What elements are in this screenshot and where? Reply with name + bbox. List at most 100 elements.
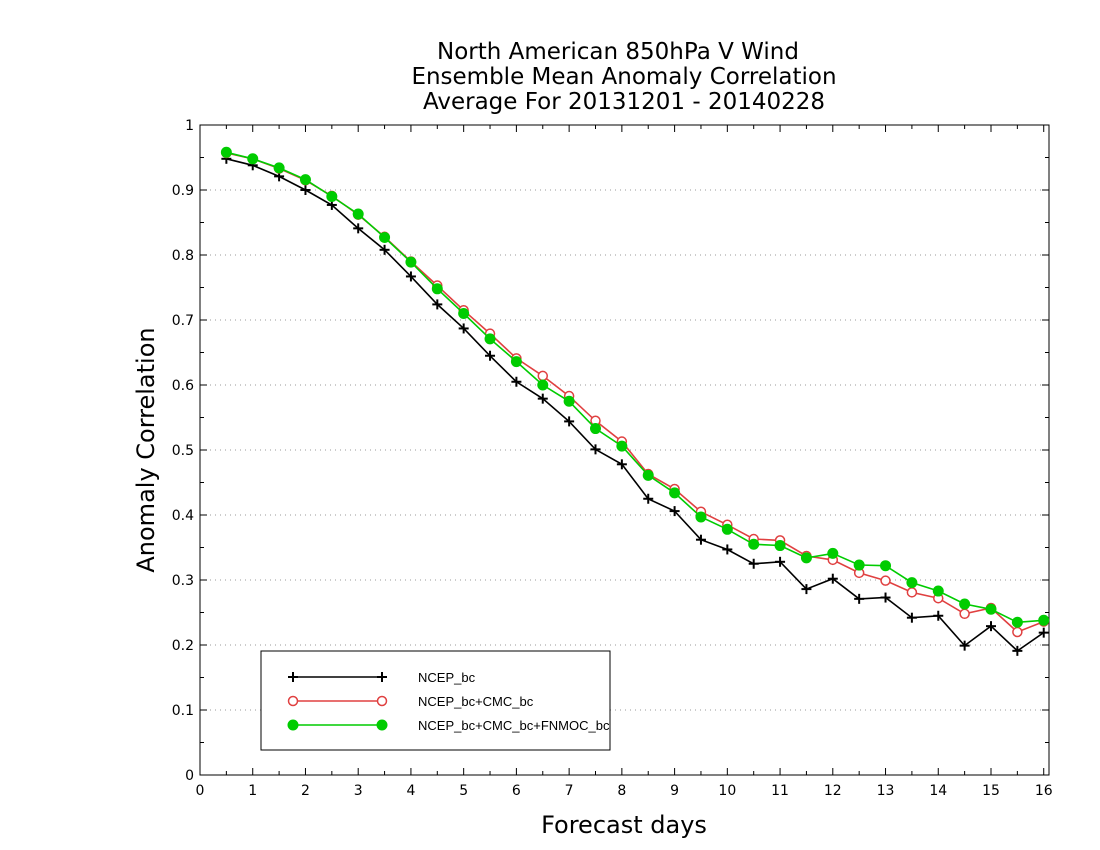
x-tick-label: 14 xyxy=(929,783,947,799)
data-point xyxy=(353,223,364,234)
series-line xyxy=(226,151,1044,624)
x-tick-label: 7 xyxy=(565,783,574,799)
series-2 xyxy=(221,147,1049,638)
data-point xyxy=(695,511,707,523)
data-point xyxy=(748,538,760,550)
legend: NCEP_bc NCEP_bc+CMC_bc NCEP_bc+CMC_bc+FNMO… xyxy=(260,650,611,751)
y-tick-label: 0 xyxy=(185,768,194,784)
data-point xyxy=(775,556,786,567)
legend-marker xyxy=(376,695,388,707)
x-tick-label: 2 xyxy=(301,783,310,799)
data-point xyxy=(643,493,654,504)
title-line-1: North American 850hPa V Wind xyxy=(437,39,799,65)
data-point xyxy=(933,610,944,621)
y-tick-label: 0.3 xyxy=(172,573,194,589)
data-point xyxy=(1012,626,1023,638)
data-point xyxy=(537,370,549,382)
y-tick-label: 0.8 xyxy=(172,248,194,264)
data-point xyxy=(405,271,416,282)
data-point xyxy=(537,379,549,391)
legend-item: NCEP_bc+CMC_bc xyxy=(287,694,534,709)
legend-item: NCEP_bc+CMC_bc+FNMOC_bc xyxy=(287,718,610,733)
data-point xyxy=(959,598,971,610)
y-tick-label: 0.7 xyxy=(172,313,194,329)
x-tick-label: 5 xyxy=(459,783,468,799)
x-tick-label: 4 xyxy=(406,783,415,799)
x-tick-label: 3 xyxy=(354,783,363,799)
legend-marker xyxy=(287,695,299,707)
data-point xyxy=(985,603,997,615)
data-point xyxy=(906,612,917,623)
data-point xyxy=(589,423,601,435)
x-axis-label: Forecast days xyxy=(541,811,707,839)
data-point xyxy=(458,323,469,334)
data-point xyxy=(352,208,364,220)
data-point xyxy=(300,185,311,195)
data-point xyxy=(801,584,812,595)
data-point xyxy=(748,558,759,569)
data-point xyxy=(669,487,681,499)
legend-label: NCEP_bc+CMC_bc+FNMOC_bc xyxy=(418,718,610,733)
data-point xyxy=(484,333,496,345)
data-point xyxy=(273,162,285,174)
data-point xyxy=(985,621,996,632)
data-point xyxy=(1011,616,1023,628)
x-tick-label: 13 xyxy=(877,783,895,799)
chart-title: North American 850hPa V Wind Ensemble Me… xyxy=(411,39,836,115)
data-point xyxy=(721,523,733,535)
data-point xyxy=(220,146,232,158)
x-tick-label: 15 xyxy=(982,783,1000,799)
legend-marker xyxy=(288,672,298,682)
legend-marker xyxy=(287,719,299,731)
data-point xyxy=(642,469,654,481)
data-point xyxy=(537,393,548,404)
series-3 xyxy=(220,146,1050,628)
data-point xyxy=(906,577,918,589)
data-point xyxy=(485,350,496,361)
legend-label: NCEP_bc+CMC_bc xyxy=(418,694,534,709)
y-tick-label: 0.4 xyxy=(172,508,194,524)
y-tick-label: 0.5 xyxy=(172,443,194,459)
x-tick-label: 12 xyxy=(824,783,842,799)
data-point xyxy=(564,416,575,427)
data-point xyxy=(405,256,417,268)
data-point xyxy=(695,534,706,545)
data-point xyxy=(379,244,390,255)
x-tick-label: 1 xyxy=(248,783,257,799)
data-point xyxy=(326,191,338,202)
data-point xyxy=(432,299,443,310)
legend-label: NCEP_bc xyxy=(418,670,476,685)
data-point xyxy=(669,506,680,517)
x-tick-label: 9 xyxy=(670,783,679,799)
y-tick-label: 0.6 xyxy=(172,378,194,394)
data-point xyxy=(510,356,522,368)
y-tick-label: 1 xyxy=(185,118,194,134)
title-line-2: Ensemble Mean Anomaly Correlation xyxy=(411,64,836,90)
data-point xyxy=(458,308,470,319)
series-1 xyxy=(221,153,1049,656)
data-point xyxy=(247,153,259,165)
series-line xyxy=(226,158,1045,652)
x-tick-label: 8 xyxy=(617,783,626,799)
data-point xyxy=(590,444,601,455)
series-line xyxy=(226,152,1044,633)
legend-marker xyxy=(377,672,387,682)
data-point xyxy=(299,174,311,186)
y-axis-label: Anomaly Correlation xyxy=(132,327,160,572)
data-point xyxy=(932,585,944,597)
legend-item: NCEP_bc xyxy=(288,670,476,685)
x-tick-label: 10 xyxy=(718,783,736,799)
series-group xyxy=(220,146,1050,656)
data-point xyxy=(800,552,812,564)
legend-marker xyxy=(376,719,388,731)
data-point xyxy=(1038,627,1049,638)
x-tick-label: 16 xyxy=(1035,783,1053,799)
data-point xyxy=(774,540,786,552)
data-point xyxy=(959,608,970,620)
data-point xyxy=(431,283,443,295)
data-point xyxy=(880,592,891,603)
y-tick-label: 0.1 xyxy=(172,703,194,719)
data-point xyxy=(616,440,628,452)
y-tick-label: 0.2 xyxy=(172,638,194,654)
